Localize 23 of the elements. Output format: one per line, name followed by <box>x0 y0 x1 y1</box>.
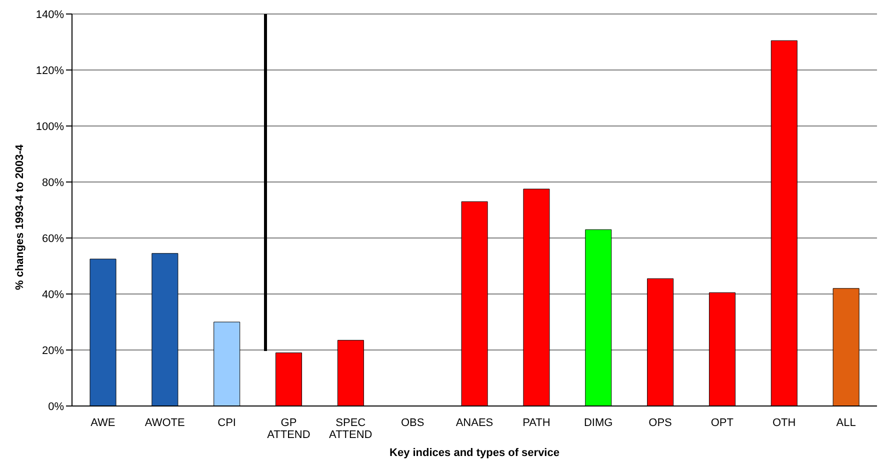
x-tick-label: OBS <box>400 417 424 429</box>
y-tick-label: 120% <box>36 64 64 77</box>
y-tick-label: 60% <box>42 232 64 245</box>
y-tick-label: 80% <box>42 176 64 189</box>
x-tick-label: DIMG <box>584 417 613 429</box>
x-tick-label: ALL <box>836 417 856 429</box>
x-tick-label: OPT <box>710 417 734 429</box>
x-axis-title: Key indices and types of service <box>390 447 560 459</box>
y-tick-label: 20% <box>42 344 64 357</box>
x-tick-label: SPEC ATTEND <box>329 417 372 441</box>
x-tick-label: ANAES <box>456 417 494 429</box>
x-tick-label: OTH <box>772 417 796 429</box>
y-axis-title: % changes 1993-4 to 2003-4 <box>14 144 26 290</box>
x-tick-label: GP ATTEND <box>267 417 310 441</box>
x-tick-label: AWOTE <box>144 417 185 429</box>
x-tick-label: CPI <box>218 417 236 429</box>
x-tick-label: PATH <box>522 417 550 429</box>
y-tick-label: 140% <box>36 8 64 21</box>
y-tick-label: 100% <box>36 120 64 133</box>
x-tick-label: OPS <box>648 417 672 429</box>
y-tick-label: 40% <box>42 288 64 301</box>
y-tick-label: 0% <box>48 400 64 413</box>
x-tick-label: AWE <box>90 417 116 429</box>
